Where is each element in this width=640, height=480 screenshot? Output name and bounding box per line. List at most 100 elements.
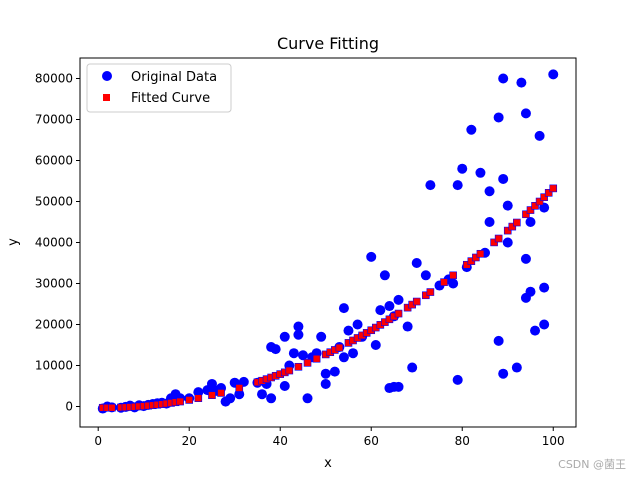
original-data-point xyxy=(484,217,495,227)
original-data-point xyxy=(366,251,377,262)
original-data-point xyxy=(498,173,509,184)
y-tick-label: 80000 xyxy=(35,72,73,86)
original-data-point xyxy=(530,325,541,336)
y-axis-label: y xyxy=(6,238,21,246)
fitted-curve-point xyxy=(108,403,116,412)
original-data-point xyxy=(348,348,359,359)
fitted-curve-point xyxy=(549,184,558,193)
original-data-point xyxy=(493,335,504,346)
original-data-point xyxy=(502,200,513,211)
original-data-point xyxy=(320,378,331,389)
fitted-curve-point xyxy=(503,226,512,235)
fitted-curve-point xyxy=(412,297,421,306)
original-data-point xyxy=(329,366,340,377)
fitted-curve-point xyxy=(494,234,503,243)
original-data-point xyxy=(484,186,495,197)
fitted-curve-point xyxy=(235,384,244,392)
original-data-point xyxy=(502,237,513,248)
original-data-point xyxy=(466,124,477,135)
y-tick-label: 50000 xyxy=(35,195,73,209)
x-tick-label: 0 xyxy=(94,434,102,448)
original-data-point xyxy=(293,321,304,332)
fitted-curve-point xyxy=(535,197,544,206)
fitted-curve-point xyxy=(513,218,521,227)
original-data-point xyxy=(393,381,404,392)
legend: Original Data Fitted Curve xyxy=(86,63,232,113)
original-data-point xyxy=(393,294,404,305)
original-data-point xyxy=(525,217,536,227)
fitted-curve-point xyxy=(449,271,457,280)
x-tick-label: 20 xyxy=(182,434,197,448)
fitted-curve-point xyxy=(217,389,225,397)
original-data-point xyxy=(297,350,308,361)
fitted-curve-point xyxy=(540,193,548,201)
original-data-point xyxy=(520,253,531,264)
fitted-curve-point xyxy=(208,391,216,399)
original-data-point xyxy=(338,352,349,363)
legend-marker-fitted xyxy=(103,94,110,101)
original-data-point xyxy=(257,389,268,400)
watermark: CSDN @菌王 xyxy=(558,458,626,471)
fitted-curve-point xyxy=(522,210,530,219)
original-data-point xyxy=(452,374,463,385)
original-data-point xyxy=(525,286,536,297)
y-tick-label: 30000 xyxy=(35,277,73,291)
points-layer xyxy=(97,69,559,414)
x-tick-label: 100 xyxy=(542,434,565,448)
y-tick-label: 20000 xyxy=(35,318,73,332)
fitted-curve-point xyxy=(526,206,535,214)
y-tick-label: 0 xyxy=(65,400,73,414)
legend-label-fitted: Fitted Curve xyxy=(131,91,210,106)
original-data-point xyxy=(493,112,504,123)
original-data-point xyxy=(520,108,531,119)
original-data-point xyxy=(279,331,290,342)
fitted-curve-point xyxy=(440,278,448,286)
original-data-point xyxy=(402,321,413,332)
original-data-point xyxy=(548,69,559,80)
fitted-curve-point xyxy=(476,249,485,258)
original-data-point xyxy=(407,362,418,373)
original-data-point xyxy=(448,278,459,289)
legend-label-original: Original Data xyxy=(131,70,217,85)
original-data-point xyxy=(316,331,327,342)
original-data-point xyxy=(266,393,277,404)
fitted-curve-point xyxy=(490,238,498,247)
ticks-layer: 0 20 40 60 80 100 0 10000 20000 30000 40000 50000 60… xyxy=(35,72,565,449)
original-data-point xyxy=(379,270,390,281)
fitted-curve-point xyxy=(312,354,321,363)
fitted-curve-point xyxy=(294,362,303,371)
original-data-point xyxy=(375,305,386,316)
original-data-point xyxy=(279,381,290,391)
original-data-point xyxy=(534,130,545,141)
original-data-point xyxy=(498,73,509,84)
original-data-point xyxy=(457,163,468,174)
y-tick-label: 10000 xyxy=(35,359,73,373)
original-data-point xyxy=(425,180,436,191)
fitted-curve-point xyxy=(531,202,539,210)
original-data-point xyxy=(411,258,422,268)
original-data-point xyxy=(338,303,349,314)
fitted-curve-point xyxy=(426,288,435,296)
legend-marker-original xyxy=(102,71,112,81)
fitted-curve-point xyxy=(508,222,517,231)
chart-title: Curve Fitting xyxy=(277,34,379,53)
original-data-point xyxy=(539,282,550,293)
original-data-point xyxy=(539,319,550,330)
y-tick-label: 40000 xyxy=(35,236,73,250)
original-data-point xyxy=(288,348,299,359)
fitted-curve-point xyxy=(335,343,344,352)
original-data-point xyxy=(475,167,486,178)
original-data-point xyxy=(498,368,509,379)
fitted-curve-point xyxy=(303,359,312,367)
original-data-point xyxy=(270,344,281,355)
fitted-curve-point xyxy=(194,394,203,402)
legend-box xyxy=(86,63,232,113)
fitted-curve-point xyxy=(176,397,184,406)
x-axis-label: x xyxy=(324,456,332,471)
original-data-point xyxy=(352,319,363,330)
original-data-point xyxy=(370,340,381,350)
y-tick-label: 60000 xyxy=(35,154,73,168)
original-data-point xyxy=(293,329,304,340)
